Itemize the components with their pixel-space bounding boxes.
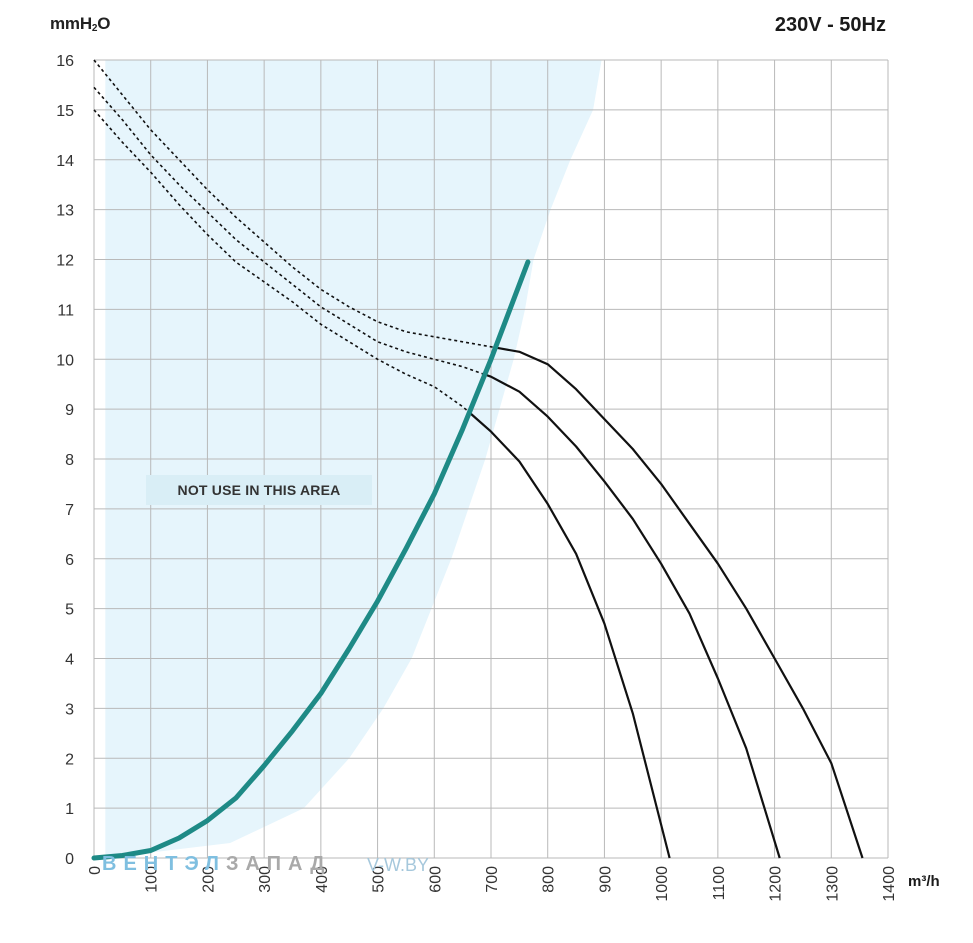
x-tick-label: 200: [200, 866, 217, 893]
y-tick-label: 5: [65, 602, 74, 619]
y-tick-label: 13: [56, 203, 74, 220]
y-tick-label: 12: [56, 253, 74, 270]
power-supply-label: 230V - 50Hz: [774, 14, 886, 36]
fan-curves-layer: [93, 59, 864, 859]
x-tick-label: 1100: [711, 866, 728, 901]
x-tick-label: 1200: [768, 866, 785, 902]
x-tick-label: 100: [144, 866, 161, 893]
x-tick-label: 0: [87, 866, 104, 875]
x-tick-label: 500: [371, 866, 388, 893]
y-tick-label: 2: [65, 751, 74, 768]
x-tick-label: 800: [541, 866, 558, 893]
y-axis-unit-label: mmH2O: [50, 14, 111, 34]
fan-curve-2-dashed: [93, 86, 486, 376]
restricted-area-label: NOT USE IN THIS AREA: [146, 475, 372, 505]
x-tick-label: 400: [314, 866, 331, 893]
y-tick-label: 7: [65, 502, 74, 519]
system-curve: [91, 259, 531, 861]
fan-curve-3-dashed: [93, 109, 470, 414]
y-tick-label: 11: [57, 302, 74, 319]
x-tick-label: 600: [427, 866, 444, 893]
watermark-part2: ЗАПАД: [225, 853, 332, 875]
fan-curve-1: [495, 346, 864, 859]
y-tick-label: 9: [65, 402, 74, 419]
y-tick-label: 15: [56, 103, 74, 120]
y-tick-label: 6: [65, 552, 74, 569]
y-tick-label: 0: [65, 851, 74, 868]
y-tick-label: 16: [56, 53, 74, 70]
y-tick-label: 1: [65, 801, 74, 818]
fan-curve-1-dashed: [93, 59, 496, 349]
y-tick-label: 4: [65, 652, 74, 669]
fan-curve-2: [484, 373, 781, 859]
x-tick-label: 1400: [881, 866, 898, 902]
y-tick-label: 14: [56, 153, 74, 170]
watermark-site: V-W.BY: [367, 855, 430, 875]
x-tick-label: 1000: [654, 866, 671, 902]
y-tick-label: 10: [56, 352, 74, 369]
fan-curve-3: [468, 411, 671, 859]
y-tick-label: 8: [65, 452, 74, 469]
x-tick-label: 700: [484, 866, 501, 893]
x-axis-unit-label: m³/h: [908, 873, 940, 890]
x-tick-label: 1300: [824, 866, 841, 902]
watermark-logo: ВЕНТЭЛЗАПАД: [102, 853, 331, 876]
x-tick-label: 900: [597, 866, 614, 893]
y-tick-label: 3: [65, 701, 74, 718]
watermark-part1: ВЕНТЭЛ: [102, 853, 226, 875]
system-curve-layer: [91, 259, 531, 861]
x-tick-label: 300: [257, 866, 274, 893]
